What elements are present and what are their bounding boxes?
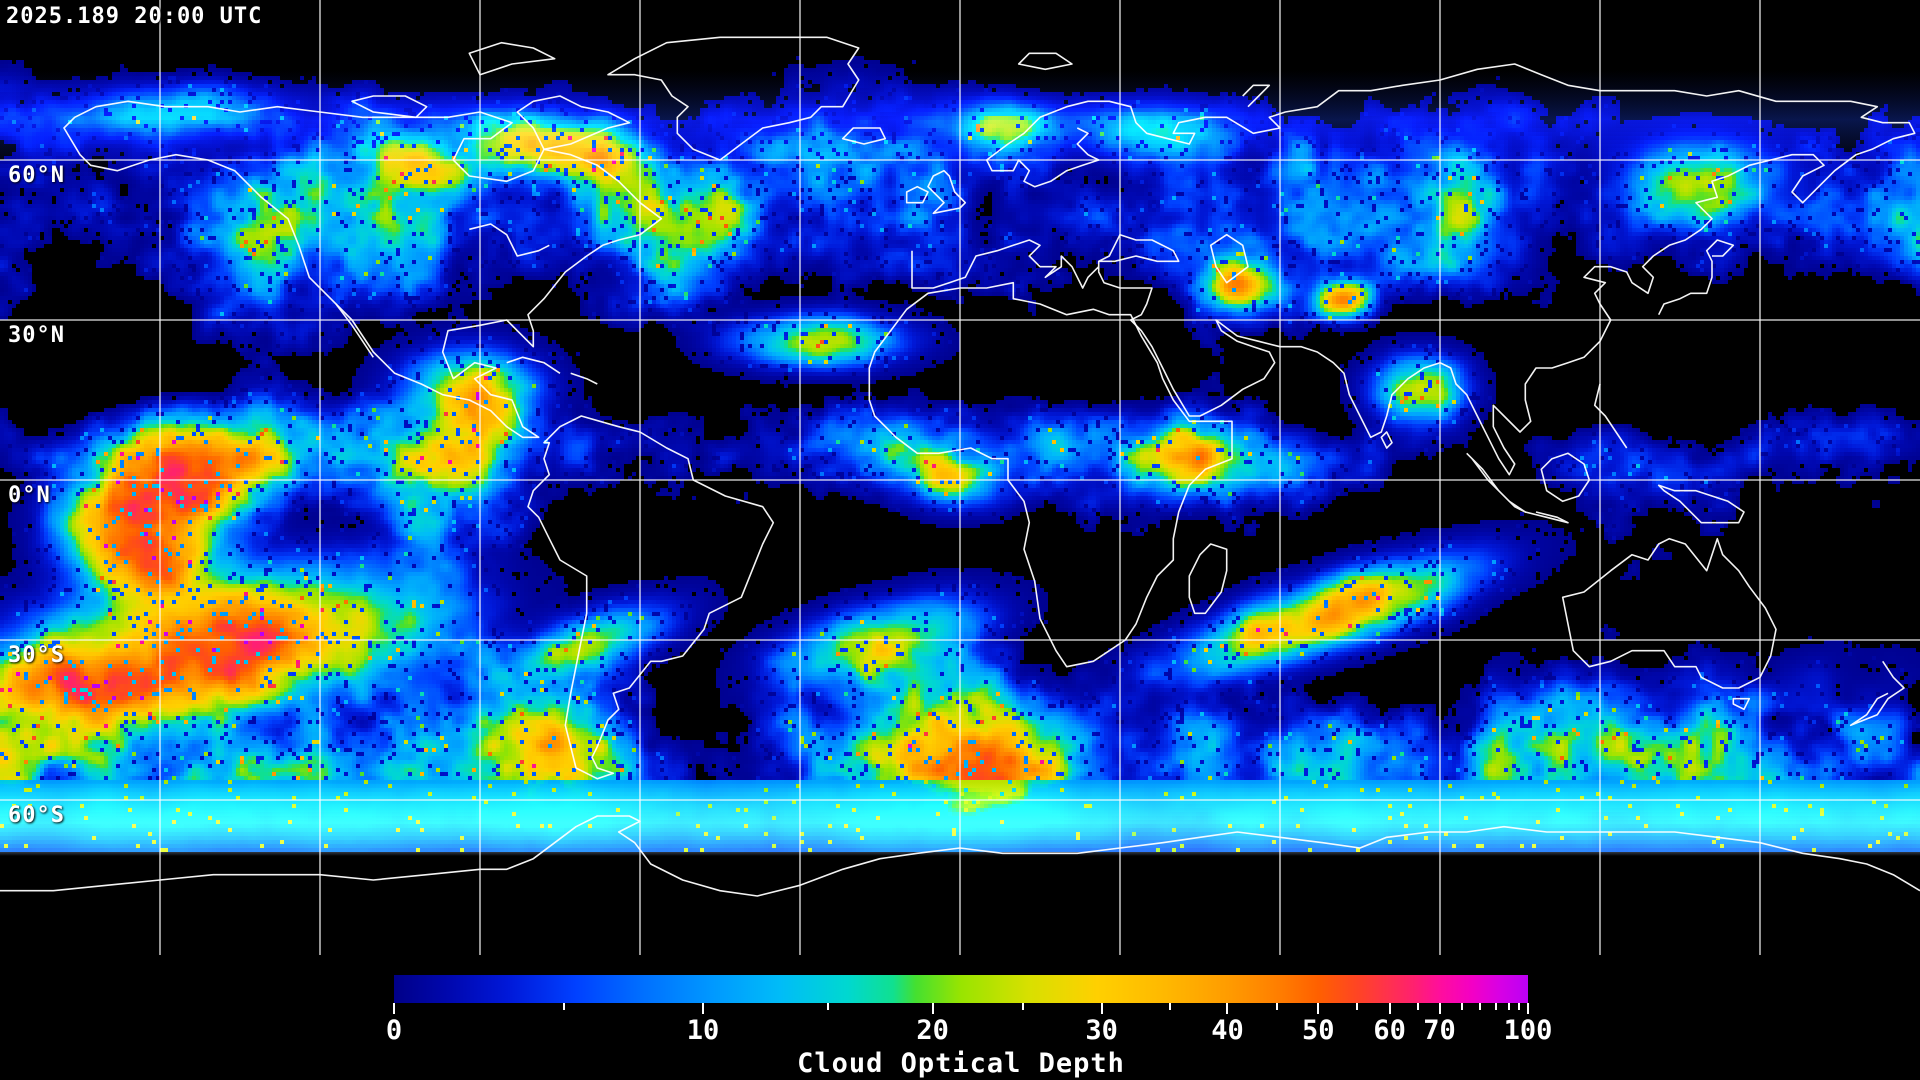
coastline-africa [868, 281, 1233, 668]
colorbar-tick-label: 40 [1211, 1015, 1244, 1046]
coastline-hispaniola [570, 372, 598, 385]
latitude-label: 30°S [8, 643, 65, 668]
coastline-japan [1657, 239, 1735, 316]
coastline-ellesmere-island [468, 41, 556, 76]
colorbar-tick-label: 0 [385, 1015, 403, 1046]
colorbar-tick-85 [1495, 1003, 1498, 1010]
colorbar-tick-0 [393, 1003, 395, 1014]
coastline-tasmania [1732, 697, 1751, 711]
coastline-great-lakes [469, 223, 550, 257]
coastline-baffin-island [516, 95, 631, 151]
coastline-baja-california [335, 303, 374, 358]
colorbar-tick-label: 20 [916, 1015, 949, 1046]
colorbar-tick-label: 70 [1423, 1015, 1456, 1046]
colorbar-tick-5 [563, 1003, 566, 1010]
colorbar-tick-95 [1517, 1003, 1520, 1010]
coastline-eurasia [911, 63, 1916, 476]
colorbar-tick-90 [1507, 1003, 1510, 1010]
coastline-antarctica [0, 815, 1920, 897]
colorbar-legend: 0 10 20 30 40 50 60 70 100 Cloud Optical Depth [0, 960, 1920, 1080]
coastline-sumatra [1466, 452, 1527, 513]
coastline-australia [1561, 537, 1777, 689]
coastline-new-zealand [1849, 660, 1905, 727]
colorbar-tick-30 [1100, 1003, 1103, 1014]
colorbar-tick-75 [1461, 1003, 1464, 1010]
colorbar-tick-label: 10 [686, 1015, 720, 1046]
colorbar-tick-15 [827, 1003, 830, 1010]
colorbar-tick-label: 30 [1085, 1015, 1118, 1046]
coastline-south-america [527, 415, 775, 780]
coastline-great-britain [927, 169, 967, 215]
colorbar-tick-label: 60 [1373, 1015, 1406, 1046]
latitude-label: 30°N [8, 323, 65, 348]
coastline-ireland [905, 185, 929, 204]
coastline-sri-lanka [1380, 431, 1393, 449]
colorbar-gradient [394, 975, 1528, 1003]
colorbar-tick-label: 100 [1503, 1015, 1553, 1046]
latitude-label: 60°N [8, 163, 65, 188]
colorbar-tick-20 [931, 1003, 934, 1014]
coastline-new-guinea [1657, 484, 1745, 524]
colorbar-tick-25 [1022, 1003, 1025, 1010]
colorbar-tick-50 [1317, 1003, 1320, 1014]
coastline-greenland [607, 36, 860, 161]
latitude-label: 60°S [8, 803, 65, 828]
colorbar-tick-60 [1388, 1003, 1391, 1014]
coastline-java [1525, 511, 1569, 524]
colorbar-tick-35 [1168, 1003, 1171, 1010]
latitude-label: 0°N [8, 483, 51, 508]
coastline-novaya-zemlya [1242, 84, 1271, 108]
colorbar-tick-80 [1479, 1003, 1482, 1010]
colorbar-tick-100 [1527, 1003, 1529, 1014]
colorbar-tick-70 [1438, 1003, 1441, 1014]
coastline-north-america [63, 100, 663, 439]
colorbar-tick-40 [1226, 1003, 1229, 1014]
colorbar-tick-55 [1355, 1003, 1358, 1010]
colorbar-tick-10 [702, 1003, 704, 1014]
colorbar-tick-65 [1417, 1003, 1419, 1010]
coastline-victoria-island [351, 95, 428, 119]
coastline-cuba [506, 356, 561, 374]
coastline-borneo [1540, 452, 1591, 503]
colorbar-tick-45 [1276, 1003, 1279, 1010]
colorbar-title: Cloud Optical Depth [797, 1048, 1125, 1079]
map-overlay [0, 0, 1920, 955]
coastline-svalbard [1017, 52, 1073, 71]
coastline-madagascar [1188, 543, 1228, 615]
coastline-caspian-sea [1209, 233, 1249, 284]
colorbar-tick-label: 50 [1301, 1015, 1335, 1046]
coastline-philippines [1593, 383, 1628, 449]
timestamp-label: 2025.189 20:00 UTC [6, 4, 263, 29]
coastline-iceland [841, 127, 887, 145]
